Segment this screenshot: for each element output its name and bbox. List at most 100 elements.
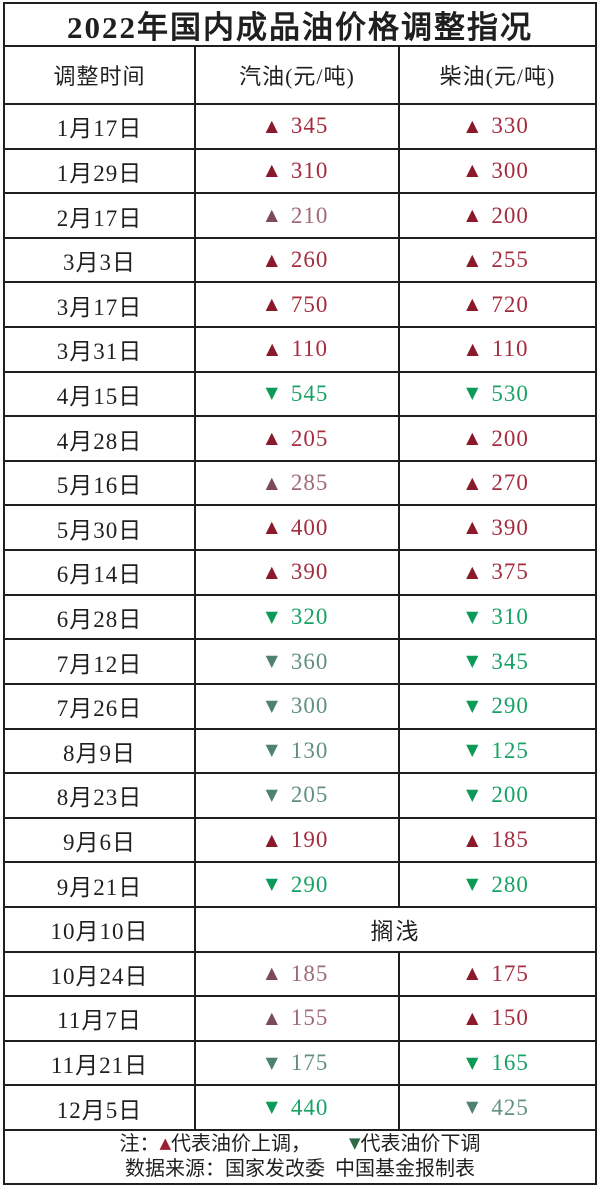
diesel-cell: ▲ 150 [400, 997, 595, 1040]
up-triangle-icon: ▲ [466, 160, 479, 180]
down-triangle-icon: ▼ [466, 606, 479, 626]
gasoline-cell: ▲ 345 [196, 105, 400, 148]
up-triangle-icon: ▲ [265, 160, 278, 180]
date-cell: 11月21日 [5, 1041, 196, 1085]
table-row: 7月12日 ▼ 360 ▼ 345 [5, 640, 595, 685]
down-triangle-icon: ▼ [265, 874, 278, 894]
date-cell: 1月17日 [5, 105, 196, 148]
legend-down-text: 代表油价下调 [360, 1133, 481, 1155]
table-row: 6月28日 ▼ 320 ▼ 310 [5, 595, 595, 641]
table-row: 11月7日 ▲ 155 ▲ 150 [5, 997, 595, 1042]
legend-prefix: 注： [119, 1133, 160, 1155]
up-triangle-icon: ▲ [265, 205, 278, 225]
down-triangle-icon: ▼ [265, 606, 278, 626]
up-triangle-icon: ▲ [265, 294, 278, 314]
table-header: 调整时间 汽油(元/吨) 柴油(元/吨) [5, 47, 595, 105]
table-row: 10月24日 ▲ 185 ▲ 175 [5, 952, 595, 998]
date-cell: 3月3日 [5, 238, 196, 282]
up-triangle-icon: ▲ [159, 1134, 171, 1152]
gasoline-value: 360 [290, 648, 329, 674]
gasoline-value: 130 [290, 737, 329, 763]
diesel-value: 280 [491, 871, 529, 897]
diesel-value: 290 [491, 693, 529, 719]
up-triangle-icon: ▲ [265, 249, 278, 269]
gasoline-value: 345 [290, 113, 329, 139]
down-triangle-icon: ▼ [466, 740, 479, 760]
up-triangle-icon: ▲ [265, 428, 278, 448]
gasoline-value: 205 [290, 782, 329, 808]
down-triangle-icon: ▼ [265, 695, 278, 715]
table-row: 4月15日 ▼ 545 ▼ 530 [5, 372, 595, 418]
gasoline-value: 320 [290, 604, 329, 629]
table-row: 8月9日 ▼ 130 ▼ 125 [5, 729, 595, 775]
diesel-cell: ▲ 375 [400, 551, 595, 594]
diesel-cell: ▲ 270 [400, 462, 595, 505]
diesel-value: 375 [491, 559, 529, 585]
diesel-value: 310 [491, 604, 529, 629]
gasoline-value: 750 [290, 291, 329, 317]
gasoline-cell: ▼ 175 [196, 1041, 400, 1085]
date-cell: 4月15日 [5, 372, 196, 416]
diesel-cell: ▼ 280 [400, 863, 595, 906]
table-footer: 注： ▲ 代表油价上调， ▼ 代表油价下调 数据来源：国家发改委 中国基金报制表 [5, 1131, 595, 1183]
gasoline-cell: ▲ 155 [196, 997, 400, 1040]
up-triangle-icon: ▲ [265, 1007, 278, 1027]
gasoline-value: 185 [290, 960, 329, 986]
gasoline-value: 110 [291, 336, 328, 362]
diesel-cell: ▼ 200 [400, 774, 595, 817]
source-line: 数据来源：国家发改委 中国基金报制表 [125, 1158, 475, 1180]
diesel-cell: ▲ 330 [400, 105, 595, 148]
diesel-value: 200 [491, 782, 529, 808]
gasoline-cell: ▼ 360 [196, 640, 400, 683]
gasoline-value: 545 [290, 380, 329, 406]
gasoline-value: 310 [290, 157, 329, 183]
up-triangle-icon: ▲ [265, 472, 278, 492]
gasoline-cell: ▲ 185 [196, 952, 400, 996]
diesel-cell: ▼ 345 [400, 640, 595, 683]
diesel-cell: ▼ 530 [400, 373, 595, 416]
diesel-value: 185 [491, 827, 529, 853]
gasoline-value: 205 [290, 425, 329, 451]
down-triangle-icon: ▼ [466, 784, 479, 804]
date-cell: 7月12日 [5, 640, 196, 683]
gasoline-value: 260 [290, 247, 329, 273]
gasoline-value: 390 [290, 559, 329, 585]
table-row: 9月21日 ▼ 290 ▼ 280 [5, 863, 595, 908]
diesel-cell: ▲ 390 [400, 506, 595, 549]
table-row: 11月21日 ▼ 175 ▼ 165 [5, 1041, 595, 1087]
date-cell: 12月5日 [5, 1086, 196, 1130]
down-triangle-icon: ▼ [466, 1097, 479, 1117]
date-cell: 9月21日 [5, 863, 196, 906]
up-triangle-icon: ▲ [466, 829, 479, 849]
diesel-cell: ▲ 200 [400, 417, 595, 460]
legend-up-text: 代表油价上调， [171, 1133, 311, 1155]
gasoline-cell: ▼ 440 [196, 1086, 400, 1130]
up-triangle-icon: ▲ [466, 294, 479, 314]
up-triangle-icon: ▲ [466, 428, 479, 448]
table-row: 10月10日 搁浅 [5, 907, 595, 953]
up-triangle-icon: ▲ [265, 829, 278, 849]
column-header-diesel: 柴油(元/吨) [439, 64, 556, 89]
table-row: 1月17日 ▲ 345 ▲ 330 [5, 105, 595, 150]
diesel-value: 720 [491, 291, 529, 317]
gasoline-cell: ▼ 545 [196, 372, 400, 416]
down-triangle-icon: ▼ [466, 1052, 479, 1072]
table-row: 1月29日 ▲ 310 ▲ 300 [5, 149, 595, 195]
up-triangle-icon: ▲ [466, 472, 479, 492]
down-triangle-icon: ▼ [265, 740, 278, 760]
up-triangle-icon: ▲ [466, 115, 479, 135]
up-triangle-icon: ▲ [265, 561, 278, 581]
date-cell: 3月17日 [5, 283, 196, 327]
gasoline-cell: ▼ 320 [196, 595, 400, 639]
diesel-cell: ▼ 310 [400, 596, 595, 639]
diesel-cell: ▼ 125 [400, 730, 595, 773]
diesel-value: 125 [491, 737, 529, 763]
up-triangle-icon: ▲ [466, 517, 479, 537]
diesel-value: 330 [491, 113, 529, 139]
down-triangle-icon: ▼ [466, 651, 479, 671]
table-row: 5月30日 ▲ 400 ▲ 390 [5, 506, 595, 552]
table-row: 2月17日 ▲ 210 ▲ 200 [5, 194, 595, 239]
table-row: 8月23日 ▼ 205 ▼ 200 [5, 774, 595, 819]
gasoline-cell: ▲ 400 [196, 506, 400, 550]
date-cell: 1月29日 [5, 149, 196, 193]
